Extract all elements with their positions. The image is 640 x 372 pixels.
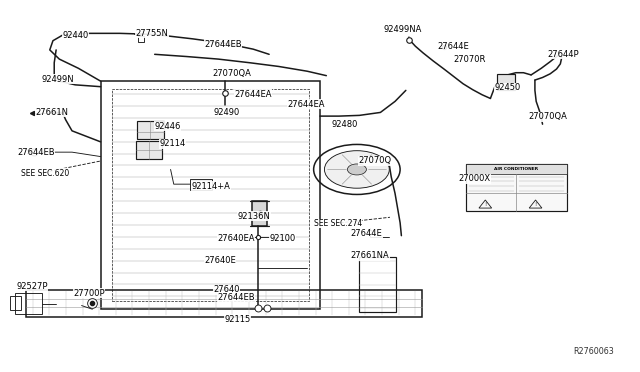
Text: 27070R: 27070R [454,55,486,64]
Text: 27661N: 27661N [35,108,68,117]
Text: 27755N: 27755N [136,29,168,38]
Text: !: ! [534,202,537,206]
Bar [26,290,422,317]
Bar [360,257,396,312]
Text: 27640E: 27640E [204,256,236,265]
Text: R2760063: R2760063 [573,347,614,356]
Text: 27070Q: 27070Q [358,157,391,166]
Text: SEE SEC.274: SEE SEC.274 [314,219,362,228]
Text: 92527P: 92527P [16,282,47,291]
Bar [137,121,164,139]
Text: 27644EB: 27644EB [217,293,255,302]
Text: 92114: 92114 [160,139,186,148]
Text: !: ! [484,202,486,206]
Bar [497,74,515,90]
Text: 92114+A: 92114+A [191,182,230,190]
Bar [136,141,163,159]
Bar [252,201,268,226]
Text: 27644EB: 27644EB [17,148,55,157]
Bar [189,179,212,190]
Text: 27070QA: 27070QA [212,69,251,78]
Text: 92136N: 92136N [237,212,270,221]
Text: 27644EA: 27644EA [287,100,324,109]
Text: AIR CONDITIONER: AIR CONDITIONER [495,167,538,171]
Bar [467,164,566,174]
Text: 92440: 92440 [63,31,89,40]
Bar [15,293,42,314]
Text: 27644P: 27644P [548,50,579,59]
Text: 92490: 92490 [213,108,239,117]
Bar [100,81,320,309]
Bar [467,164,566,211]
Text: 27640EA: 27640EA [217,234,255,243]
Text: 92100: 92100 [269,234,296,243]
Bar [10,296,20,310]
Text: 92450: 92450 [495,83,521,92]
Text: 27644E: 27644E [438,42,469,51]
Text: 92115: 92115 [225,315,251,324]
Text: SEE SEC.620: SEE SEC.620 [21,169,69,177]
Text: 92480: 92480 [332,120,358,129]
Text: 92499NA: 92499NA [383,25,422,34]
Text: 27661NA: 27661NA [351,251,389,260]
Text: 27644EA: 27644EA [234,90,271,99]
Text: 27000X: 27000X [459,174,491,183]
Text: 27644E: 27644E [351,228,382,238]
Circle shape [324,151,389,188]
Text: 27070QA: 27070QA [529,112,568,121]
Text: 27640: 27640 [213,285,240,294]
Text: 92499N: 92499N [42,75,74,84]
Text: 27644EB: 27644EB [204,40,242,49]
Bar [112,89,308,301]
Text: 27700P: 27700P [74,289,105,298]
Text: 92446: 92446 [155,122,181,131]
Circle shape [348,164,366,175]
